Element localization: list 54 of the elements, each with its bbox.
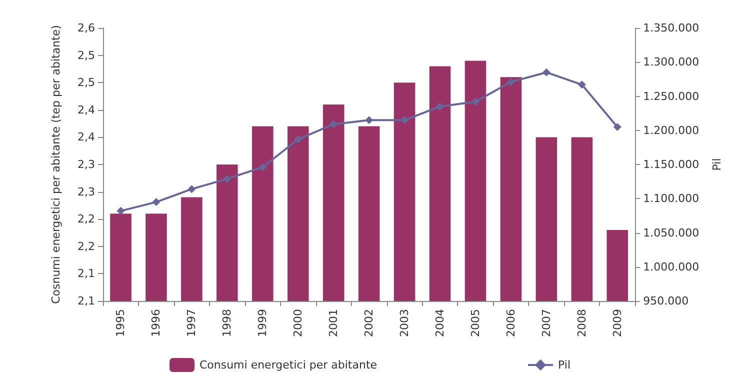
- point: [365, 116, 374, 124]
- point: [542, 68, 550, 76]
- x-tick-label: 1998: [220, 309, 234, 337]
- y-tick-label: 2,3: [78, 158, 95, 171]
- y-tick-label: 2,6: [78, 22, 95, 34]
- point: [188, 185, 196, 194]
- x-tick-label: 2002: [362, 309, 376, 337]
- y-axis-title: Cosnumi energetici per abitante (tep per abitante): [50, 25, 62, 304]
- x-tick-label: 1996: [150, 309, 163, 337]
- y-tick-label: 2,2: [78, 240, 95, 253]
- point: [223, 174, 232, 183]
- point: [258, 163, 267, 172]
- legend-label: Pil: [558, 358, 571, 372]
- point: [506, 78, 515, 86]
- y2-tick-label: 1.050.000: [643, 226, 700, 240]
- x-tick-label: 2009: [610, 309, 624, 337]
- x-tick-label: 2001: [327, 309, 340, 337]
- point: [330, 120, 338, 128]
- y2-tick-label: 1.250.000: [643, 90, 700, 103]
- y2-tick-label: 1.150.000: [643, 158, 700, 171]
- x-tick-label: 2005: [468, 309, 482, 337]
- y2-axis-title: Pil: [710, 158, 724, 171]
- y-tick-label: 2,5: [78, 76, 95, 90]
- point: [613, 122, 622, 131]
- point: [436, 102, 444, 110]
- y-tick-label: 2,5: [78, 48, 95, 62]
- y-tick-label: 2,1: [78, 294, 95, 308]
- x-tick-label: 2000: [292, 309, 305, 337]
- y2-tick-label: 1.100.000: [643, 192, 700, 206]
- point: [294, 135, 302, 144]
- y2-tick-label: 950.000: [643, 294, 689, 308]
- x-tick-label: 2003: [398, 309, 412, 337]
- point: [471, 98, 480, 106]
- y-tick-label: 2,1: [78, 267, 95, 280]
- y2-tick-label: 1.350.000: [643, 22, 700, 34]
- x-tick-label: 2004: [434, 309, 447, 337]
- point: [152, 198, 160, 206]
- legend-label: Consumi energetici per abitante: [199, 358, 378, 372]
- point: [116, 206, 125, 215]
- x-tick-label: 1999: [256, 309, 270, 337]
- x-tick-label: 1997: [185, 309, 198, 337]
- point: [578, 80, 586, 89]
- y-tick-label: 2,2: [78, 212, 95, 226]
- y2-tick-label: 1.300.000: [643, 56, 700, 69]
- x-tick-label: 2006: [504, 309, 518, 337]
- y2-tick-label: 1.000.000: [643, 260, 700, 274]
- x-tick-label: 2007: [540, 309, 553, 337]
- y-tick-label: 2,3: [78, 185, 95, 198]
- x-tick-label: 1995: [114, 309, 128, 337]
- y-tick-label: 2,4: [78, 103, 95, 116]
- y-tick-label: 2,4: [78, 130, 95, 144]
- y2-tick-label: 1.200.000: [643, 124, 700, 137]
- x-tick-label: 2008: [575, 309, 588, 337]
- point: [400, 116, 409, 124]
